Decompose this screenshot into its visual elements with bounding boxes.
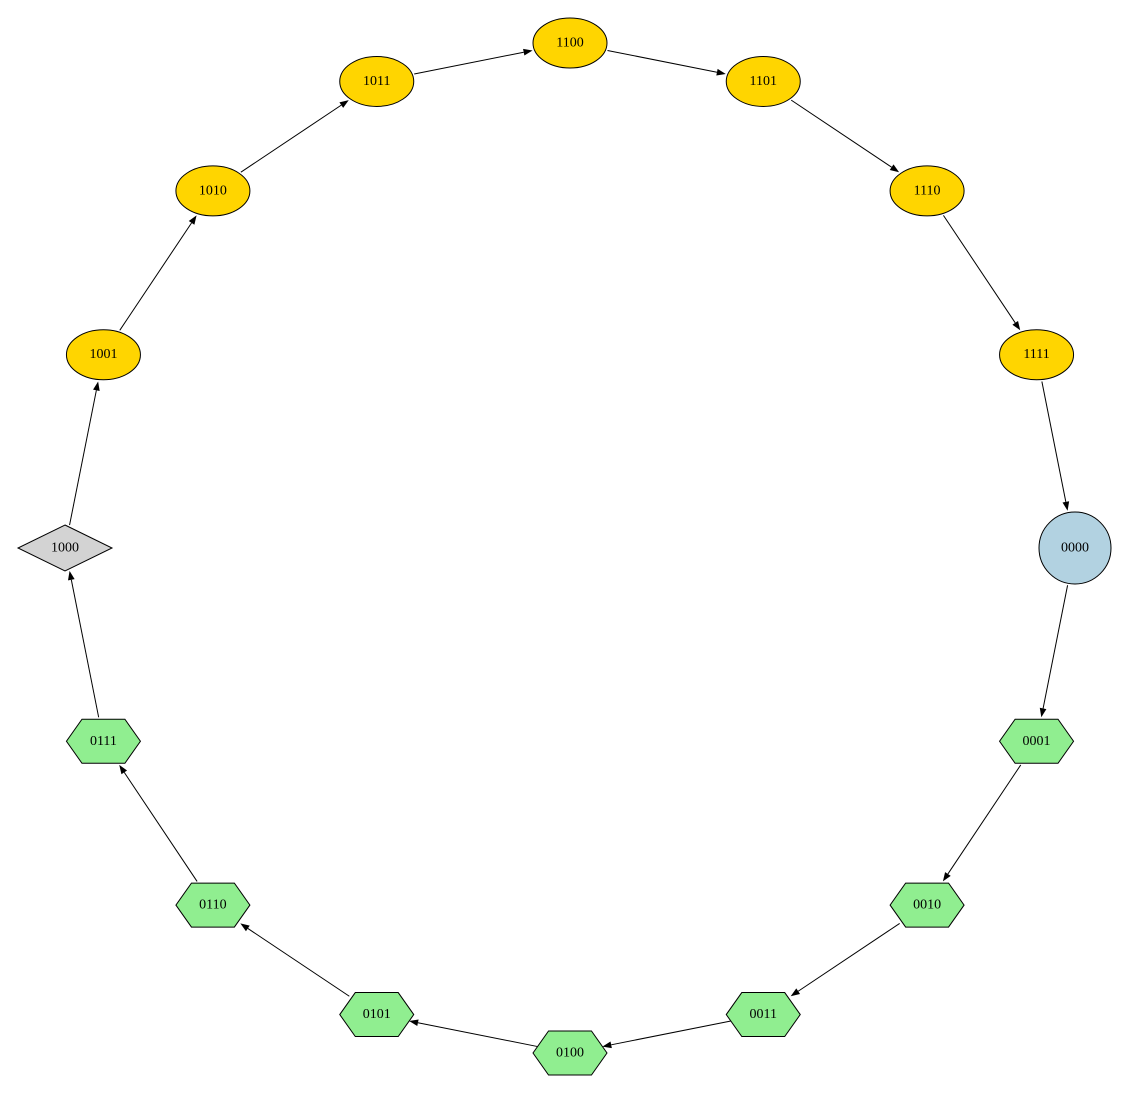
arrowhead-0011-0100 <box>602 1041 611 1048</box>
edge-1001-1010 <box>120 223 192 330</box>
edge-0011-0100 <box>611 1021 731 1045</box>
edge-0000-0001 <box>1043 585 1068 708</box>
node-0111: 0111 <box>66 719 140 763</box>
arrowhead-0111-1000 <box>68 571 75 580</box>
node-0000: 0000 <box>1039 512 1111 584</box>
node-label-0100: 0100 <box>556 1046 584 1061</box>
node-label-1000: 1000 <box>51 541 79 556</box>
node-label-0000: 0000 <box>1061 541 1089 556</box>
state-diagram: 0000 0001 0010 0011 0100 0101 0110 0111 1000 1001… <box>0 0 1141 1097</box>
node-label-1101: 1101 <box>750 74 777 89</box>
node-1011: 1011 <box>340 56 414 106</box>
node-label-1010: 1010 <box>199 183 227 198</box>
arrowhead-1000-1001 <box>93 381 100 390</box>
node-0001: 0001 <box>1000 719 1074 763</box>
nodes-layer: 0000 0001 0010 0011 0100 0101 0110 0111 1000 1001… <box>18 18 1111 1075</box>
arrowhead-1111-0000 <box>1063 501 1070 510</box>
edge-0010-0011 <box>798 923 899 991</box>
node-1100: 1100 <box>533 18 607 68</box>
node-label-1011: 1011 <box>363 74 390 89</box>
node-1000: 1000 <box>18 525 112 571</box>
node-label-0111: 0111 <box>90 734 117 749</box>
arrowhead-0100-0101 <box>409 1019 418 1026</box>
node-1001: 1001 <box>66 330 140 380</box>
edge-0110-0111 <box>124 772 197 881</box>
node-label-1001: 1001 <box>89 347 117 362</box>
arrowhead-0010-0011 <box>791 988 800 996</box>
arrowhead-1011-1100 <box>523 49 532 56</box>
arrowhead-0110-0111 <box>119 765 127 774</box>
edge-0111-1000 <box>71 580 98 718</box>
node-0010: 0010 <box>890 883 964 927</box>
node-label-0011: 0011 <box>750 1007 777 1022</box>
edge-1011-1100 <box>414 52 524 74</box>
node-label-0110: 0110 <box>199 898 226 913</box>
arrowhead-1110-1111 <box>1012 321 1020 330</box>
node-label-0010: 0010 <box>913 898 941 913</box>
arrowhead-1101-1110 <box>890 164 899 172</box>
node-label-1100: 1100 <box>556 36 583 51</box>
node-0101: 0101 <box>340 993 414 1037</box>
edge-0101-0110 <box>248 928 349 996</box>
edge-0001-0010 <box>948 765 1021 874</box>
arrowhead-0001-0010 <box>943 872 951 881</box>
edge-1010-1011 <box>241 105 341 172</box>
arrowhead-1100-1101 <box>716 69 725 76</box>
arrowhead-0000-0001 <box>1040 708 1047 717</box>
node-label-1110: 1110 <box>914 183 941 198</box>
node-label-0101: 0101 <box>363 1007 391 1022</box>
node-1111: 1111 <box>1000 330 1074 380</box>
edge-1110-1111 <box>943 215 1015 322</box>
edge-1101-1110 <box>791 100 891 167</box>
node-0110: 0110 <box>176 883 250 927</box>
edge-1100-1101 <box>607 50 717 72</box>
node-0100: 0100 <box>533 1031 607 1075</box>
node-1010: 1010 <box>176 166 250 216</box>
node-1110: 1110 <box>890 166 964 216</box>
arrowhead-0101-0110 <box>240 923 249 931</box>
node-label-1111: 1111 <box>1023 347 1049 362</box>
node-1101: 1101 <box>726 56 800 106</box>
arrowhead-1001-1010 <box>189 215 197 224</box>
edge-1111-0000 <box>1042 381 1066 501</box>
node-0011: 0011 <box>726 993 800 1037</box>
arrowhead-1010-1011 <box>339 100 348 108</box>
edge-1000-1001 <box>70 390 97 525</box>
node-label-0001: 0001 <box>1023 734 1051 749</box>
edge-0100-0101 <box>418 1023 538 1047</box>
